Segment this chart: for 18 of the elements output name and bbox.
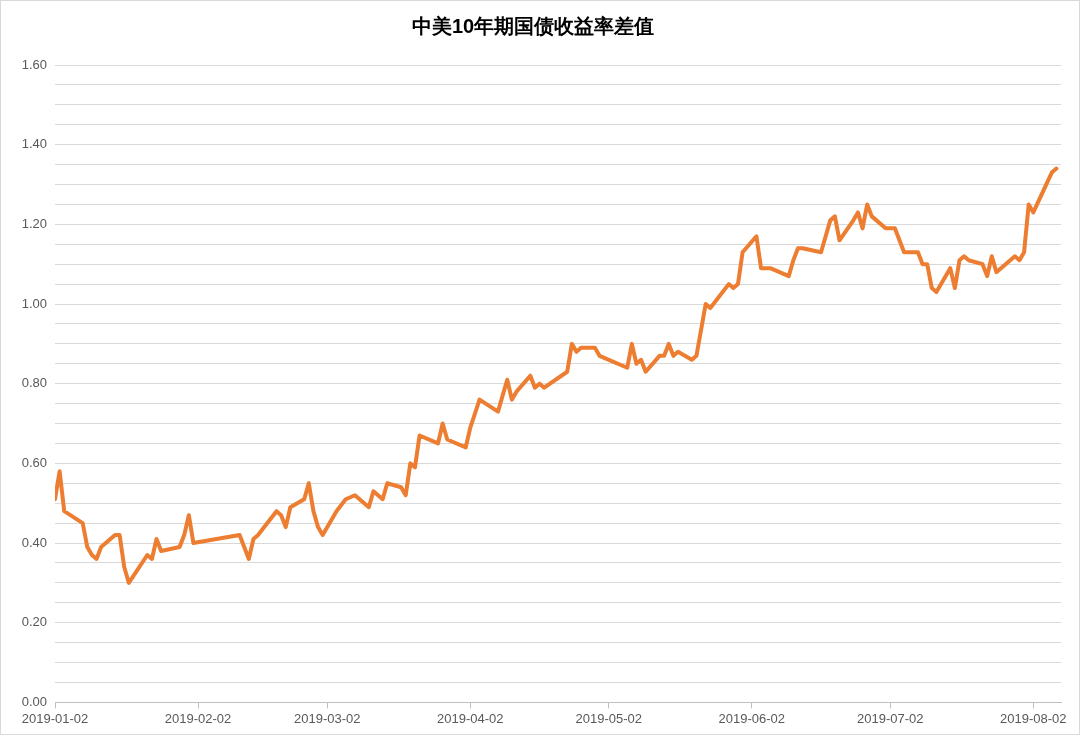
y-tick-label: 1.60: [21, 56, 47, 72]
x-tick-label: 2019-08-02: [1000, 710, 1067, 726]
x-tick-label: 2019-06-02: [718, 710, 786, 726]
y-tick-label: 1.00: [21, 295, 47, 311]
x-tick-label: 2019-02-02: [164, 710, 232, 726]
x-tick-label: 2019-05-02: [575, 710, 643, 726]
y-tick-label: 0.80: [21, 375, 47, 391]
y-tick-label: 0.60: [21, 454, 47, 470]
x-tick-label: 2019-04-02: [437, 710, 504, 726]
x-tick-label: 2019-01-02: [21, 710, 89, 726]
x-tick-label: 2019-03-02: [294, 710, 361, 726]
x-tick-label: 2019-07-02: [857, 710, 924, 726]
y-tick-label: 0.00: [21, 693, 47, 709]
y-tick-label: 0.20: [21, 614, 47, 630]
chart-title: 中美10年期国债收益率差值: [411, 14, 655, 37]
y-tick-label: 1.40: [21, 136, 47, 152]
y-tick-label: 0.40: [21, 534, 47, 550]
y-tick-label: 1.20: [21, 215, 47, 231]
